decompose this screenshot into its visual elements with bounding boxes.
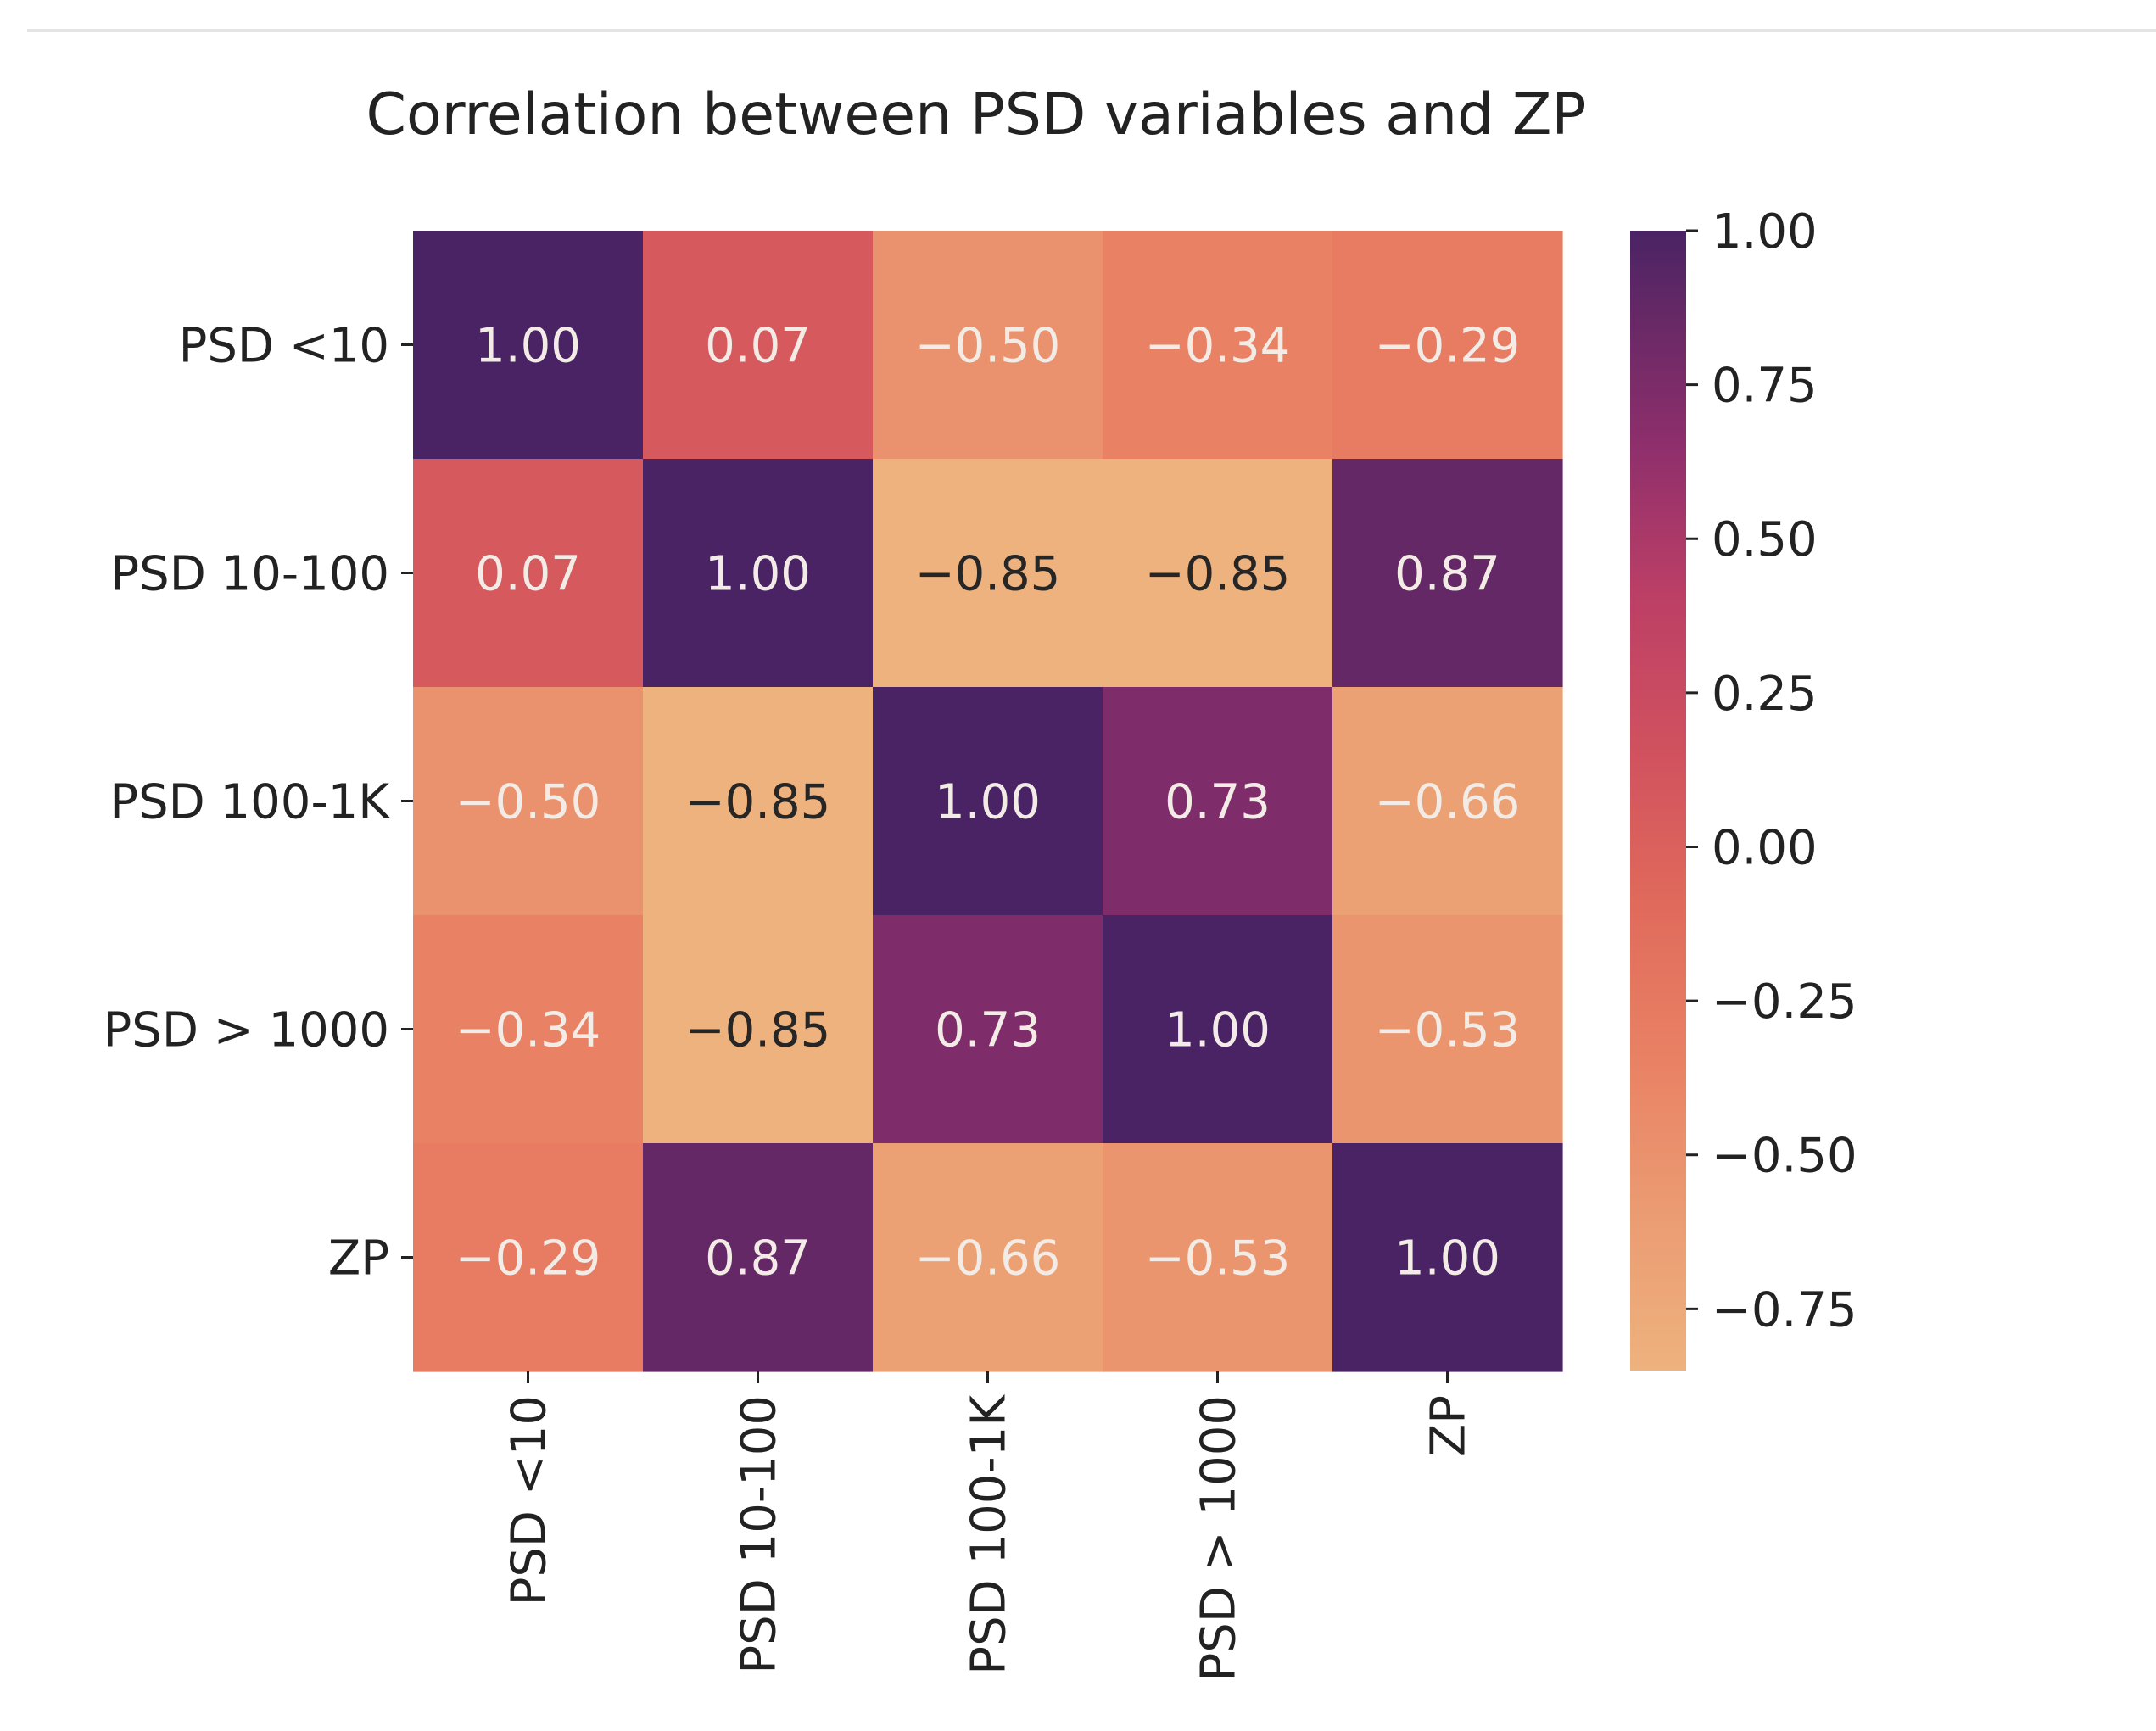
heatmap-cell xyxy=(873,231,1103,460)
cell-value-label: −0.29 xyxy=(455,1231,601,1287)
cell-value-label: 0.07 xyxy=(705,319,811,374)
cell-value-label: 0.87 xyxy=(1394,547,1500,602)
heatmap-cell xyxy=(1103,915,1333,1144)
cell-value-label: 1.00 xyxy=(1165,1003,1271,1058)
y-tick-label: PSD <10 xyxy=(179,319,389,374)
heatmap-cell xyxy=(1332,915,1563,1144)
cell-value-label: 1.00 xyxy=(475,319,581,374)
heatmap-cell xyxy=(413,1143,644,1372)
x-tick-label: PSD > 1000 xyxy=(1192,1395,1247,1681)
y-tick-label: ZP xyxy=(328,1231,389,1287)
cell-value-label: 0.87 xyxy=(705,1231,811,1287)
colorbar xyxy=(1630,231,1686,1371)
cell-value-label: −0.85 xyxy=(685,1003,831,1058)
cell-value-label: 0.73 xyxy=(935,1003,1041,1058)
cell-value-label: −0.50 xyxy=(455,775,601,830)
x-tick-label: PSD <10 xyxy=(502,1395,557,1605)
heatmap-cell xyxy=(643,687,874,916)
cell-value-label: 0.73 xyxy=(1165,775,1271,830)
heatmap-cell xyxy=(1103,687,1333,916)
heatmap-cell xyxy=(413,459,644,688)
x-tick-label: PSD 10-100 xyxy=(732,1395,787,1674)
heatmap-cell xyxy=(643,915,874,1144)
colorbar-tick-label: 1.00 xyxy=(1712,204,1818,260)
x-tick-label: ZP xyxy=(1422,1395,1477,1456)
heatmap-cell xyxy=(1332,459,1563,688)
y-tick-label: PSD > 1000 xyxy=(103,1003,389,1058)
cell-value-label: −0.29 xyxy=(1375,319,1521,374)
heatmap-cell xyxy=(1332,687,1563,916)
cell-value-label: −0.85 xyxy=(1145,547,1291,602)
cell-value-label: −0.85 xyxy=(685,775,831,830)
cell-value-label: 0.07 xyxy=(475,547,581,602)
colorbar-ticks: 1.00 0.75 0.50 0.25 0.00 −0.25 −0.50 −0.75 xyxy=(1686,204,1857,1337)
colorbar-tick-label: −0.50 xyxy=(1712,1129,1857,1184)
heatmap-cell xyxy=(873,459,1103,688)
col-labels: PSD <10 PSD 10-100 PSD 100-1K PSD > 1000 ZP xyxy=(502,1371,1477,1681)
heatmap-cells: 1.00 0.07 −0.50 −0.34 −0.29 0.07 1.00 −0.85 −0.8… xyxy=(413,231,1563,1372)
cell-value-label: 1.00 xyxy=(1394,1231,1500,1287)
cell-value-label: −0.66 xyxy=(1375,775,1521,830)
heatmap-cell xyxy=(413,231,644,460)
y-tick-label: PSD 10-100 xyxy=(110,547,389,602)
y-tick-label: PSD 100-1K xyxy=(109,775,390,830)
cell-value-label: −0.53 xyxy=(1145,1231,1291,1287)
heatmap-cell xyxy=(1103,1143,1333,1372)
cell-value-label: −0.34 xyxy=(455,1003,601,1058)
heatmap-cell xyxy=(873,687,1103,916)
cell-value-label: −0.66 xyxy=(915,1231,1061,1287)
heatmap-cell xyxy=(643,1143,874,1372)
cell-value-label: −0.34 xyxy=(1145,319,1291,374)
heatmap-cell xyxy=(873,1143,1103,1372)
cell-value-label: −0.50 xyxy=(915,319,1061,374)
colorbar-tick-label: 0.50 xyxy=(1712,512,1818,567)
colorbar-tick-label: −0.75 xyxy=(1712,1282,1857,1337)
cell-value-label: 1.00 xyxy=(705,547,811,602)
chart-title: Correlation between PSD variables and ZP xyxy=(366,81,1587,148)
colorbar-tick-label: 0.00 xyxy=(1712,820,1818,875)
heatmap-cell xyxy=(1332,1143,1563,1372)
x-tick-label: PSD 100-1K xyxy=(962,1394,1017,1675)
heatmap-cell xyxy=(1103,459,1333,688)
colorbar-tick-label: −0.25 xyxy=(1712,974,1857,1030)
heatmap-cell xyxy=(1332,231,1563,460)
cell-value-label: −0.53 xyxy=(1375,1003,1521,1058)
heatmap-cell xyxy=(413,687,644,916)
colorbar-tick-label: 0.25 xyxy=(1712,667,1818,722)
cell-value-label: 1.00 xyxy=(935,775,1041,830)
heatmap-cell xyxy=(643,231,874,460)
heatmap-cell xyxy=(873,915,1103,1144)
heatmap-cell xyxy=(413,915,644,1144)
colorbar-tick-label: 0.75 xyxy=(1712,359,1818,414)
cell-value-label: −0.85 xyxy=(915,547,1061,602)
heatmap-cell xyxy=(643,459,874,688)
heatmap-cell xyxy=(1103,231,1333,460)
row-labels: PSD <10 PSD 10-100 PSD 100-1K PSD > 1000 ZP xyxy=(103,319,413,1287)
